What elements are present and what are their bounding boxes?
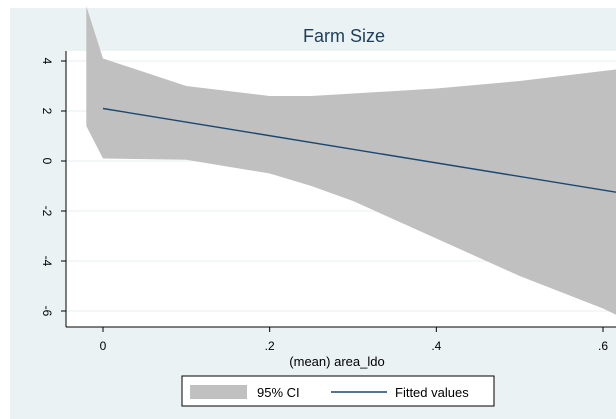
x-tick-label: .4 bbox=[431, 339, 441, 353]
y-tick-label: 4 bbox=[40, 58, 54, 65]
y-tick-label: 0 bbox=[40, 158, 54, 165]
chart-title: Farm Size bbox=[303, 26, 385, 46]
confidence-band bbox=[86, 6, 616, 315]
fitted-line bbox=[102, 107, 616, 193]
x-tick-label: .6 bbox=[598, 339, 608, 353]
legend-label-band: 95% CI bbox=[257, 385, 300, 400]
legend: 95% CI Fitted values bbox=[181, 375, 495, 407]
x-tick-label: .2 bbox=[265, 339, 275, 353]
x-axis-title: (mean) area_ldo bbox=[289, 354, 384, 369]
fitted-line-layer bbox=[102, 107, 616, 193]
axes: -6 -4 -2 0 2 4 0 .2 .4 .6 bbox=[40, 51, 616, 353]
confidence-band-layer bbox=[86, 6, 616, 315]
y-tick-label: -2 bbox=[40, 206, 54, 217]
legend-swatch-band bbox=[190, 385, 247, 399]
x-tick-label: 0 bbox=[100, 339, 107, 353]
y-tick-label: -4 bbox=[40, 256, 54, 267]
y-tick-label: -6 bbox=[40, 306, 54, 317]
legend-label-line: Fitted values bbox=[395, 385, 469, 400]
y-tick-label: 2 bbox=[40, 108, 54, 115]
